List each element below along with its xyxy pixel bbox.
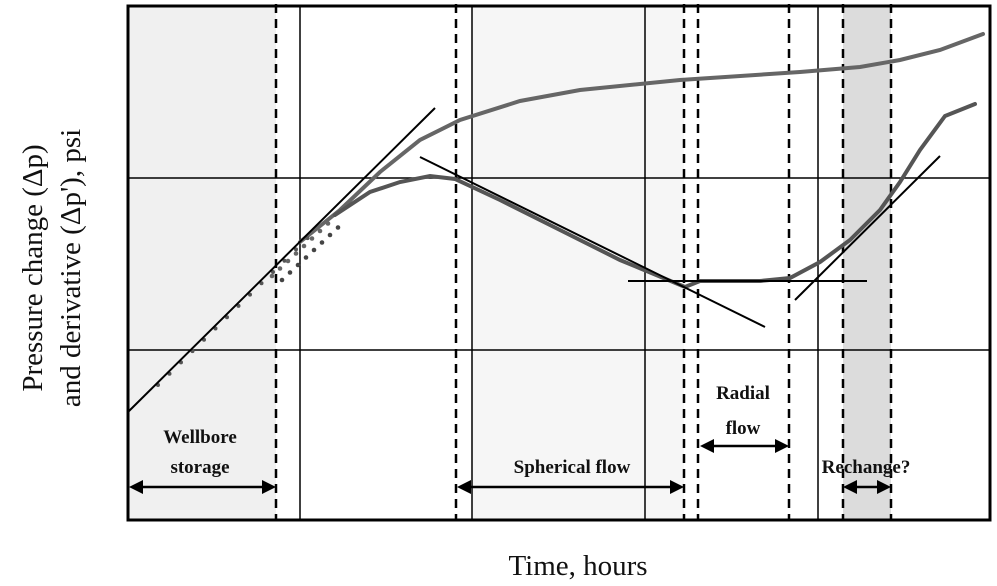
region-label-radial-2: flow	[726, 418, 761, 439]
spherical-flow-arrow-left-head	[457, 480, 471, 494]
wellbore-storage-arrow-right-head	[262, 480, 276, 494]
y-axis-label-line2: and derivative (Δp'), psi	[55, 129, 87, 407]
pressure-change-curve	[298, 32, 985, 244]
pressure-data-point	[301, 243, 307, 249]
derivative-data-point	[287, 270, 293, 275]
radial-flow-arrow-right-head	[775, 439, 789, 453]
derivative-data-point	[311, 247, 317, 253]
region-label-wellbore-1: Wellbore	[163, 427, 237, 448]
pressure-data-point	[293, 251, 299, 256]
early-data-point	[248, 292, 252, 297]
early-data-point	[294, 247, 298, 252]
region-shading	[843, 6, 891, 520]
pressure-data-point	[285, 258, 291, 264]
wellbore-storage-arrow-left-head	[129, 480, 143, 494]
region-shading	[128, 6, 276, 520]
early-data-point	[282, 258, 287, 263]
early-data-point	[271, 270, 275, 274]
x-axis-label: Time, hours	[508, 550, 647, 582]
y-axis-label-line1: Pressure change (Δp)	[17, 144, 49, 391]
region-label-radial-1: Radial	[716, 383, 770, 404]
pressure-data-point	[277, 266, 283, 271]
derivative-data-point	[335, 225, 341, 230]
unit-slope-line	[127, 107, 436, 413]
derivative-data-point	[303, 255, 309, 260]
recharge-arrow-right-head	[877, 480, 891, 494]
derivative-data-point	[319, 240, 325, 245]
derivative-data-point	[279, 277, 285, 283]
pressure-data-point	[309, 236, 315, 241]
derivative-data-point	[295, 262, 301, 268]
pressure-data-point	[325, 221, 331, 226]
derivative-data-point	[327, 232, 333, 238]
spherical-flow-arrow-right-head	[670, 480, 684, 494]
radial-flow-arrow-left-head	[700, 439, 714, 453]
recharge-arrow-left-head	[843, 480, 857, 494]
region-label-recharge: Rechange?	[822, 457, 911, 478]
region-label-spherical: Spherical flow	[514, 457, 631, 478]
pressure-data-point	[317, 228, 323, 234]
recharge-slope-line	[794, 155, 941, 301]
early-data-point	[259, 281, 264, 286]
region-label-wellbore-2: storage	[170, 457, 229, 478]
early-data-point	[305, 236, 310, 241]
plot-frame	[126, 4, 992, 522]
pressure-data-point	[269, 273, 275, 279]
spherical-slope-line	[419, 156, 766, 328]
